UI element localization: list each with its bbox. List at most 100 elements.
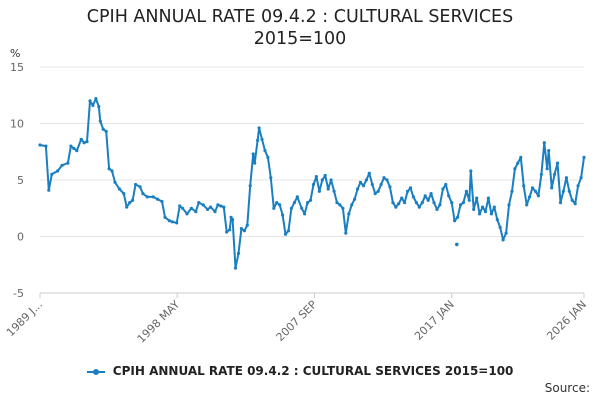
data-point-0-162 [542, 141, 546, 145]
data-point-0-98 [356, 187, 360, 191]
legend[interactable]: CPIH ANNUAL RATE 09.4.2 : CULTURAL SERVI… [0, 364, 600, 378]
data-point-0-37 [170, 220, 174, 224]
data-point-0-27 [131, 198, 135, 202]
data-point-0-169 [561, 189, 566, 193]
data-point-0-53 [228, 228, 232, 232]
data-point-0-7 [69, 144, 73, 148]
data-point-0-44 [197, 201, 201, 205]
data-point-0-160 [536, 194, 541, 198]
chart-title-line-2: 2015=100 [253, 29, 347, 49]
data-point-0-166 [553, 172, 557, 176]
data-point-0-86 [320, 178, 324, 182]
data-point-0-127 [441, 187, 445, 191]
data-point-0-104 [373, 192, 377, 196]
data-point-0-99 [358, 180, 363, 184]
data-point-0-154 [519, 155, 523, 159]
data-point-0-89 [329, 178, 333, 182]
data-point-0-95 [347, 212, 351, 216]
data-point-0-47 [209, 205, 213, 209]
data-point-0-139 [475, 196, 479, 200]
data-point-0-23 [117, 187, 121, 191]
data-point-0-60 [245, 223, 249, 227]
data-point-0-5 [60, 163, 64, 167]
data-point-0-17 [98, 119, 102, 123]
data-point-0-119 [417, 205, 421, 209]
data-point-0-11 [82, 141, 86, 145]
data-point-0-15 [94, 97, 98, 101]
data-point-0-22 [113, 180, 117, 184]
data-point-0-138 [472, 207, 476, 211]
x-tick-label-4: 2026 JAN [544, 298, 589, 343]
data-point-0-39 [178, 204, 182, 208]
data-point-0-121 [423, 194, 427, 198]
data-point-0-35 [163, 215, 167, 219]
data-point-0-46 [206, 207, 210, 211]
data-point-0-152 [513, 167, 517, 171]
data-point-0-158 [530, 186, 535, 190]
data-point-0-143 [486, 196, 490, 200]
data-point-0-82 [308, 198, 313, 202]
data-point-0-57 [236, 251, 241, 255]
data-point-0-68 [266, 155, 270, 159]
data-point-0-125 [435, 207, 439, 211]
data-point-0-120 [420, 201, 424, 205]
data-point-0-74 [283, 232, 288, 236]
legend-series-label: CPIH ANNUAL RATE 09.4.2 : CULTURAL SERVI… [112, 364, 514, 378]
data-point-0-52 [225, 230, 229, 234]
data-point-0-163 [545, 167, 549, 171]
data-point-0-33 [156, 197, 160, 201]
data-point-0-69 [269, 176, 273, 180]
data-point-0-124 [432, 201, 436, 205]
data-point-0-117 [411, 195, 415, 199]
chart-title: CPIH ANNUAL RATE 09.4.2 : CULTURAL SERVI… [0, 6, 600, 50]
data-point-0-106 [379, 182, 383, 187]
data-point-0-58 [239, 227, 243, 231]
data-point-0-19 [104, 129, 108, 133]
data-point-0-34 [160, 199, 164, 204]
data-point-0-55 [231, 218, 235, 222]
x-tick-label-3: 2017 JAN [412, 298, 457, 343]
data-point-0-176 [582, 155, 586, 159]
chart-title-line-1: CPIH ANNUAL RATE 09.4.2 : CULTURAL SERVI… [86, 7, 514, 27]
data-point-0-94 [344, 231, 348, 235]
data-point-0-109 [388, 185, 392, 189]
data-point-0-118 [414, 201, 418, 205]
data-point-0-165 [550, 186, 554, 190]
data-point-0-4 [56, 169, 60, 173]
data-point-0-114 [403, 201, 407, 205]
data-point-0-141 [481, 205, 485, 209]
data-point-0-51 [222, 205, 226, 209]
data-point-0-100 [361, 184, 366, 188]
data-point-0-126 [438, 203, 442, 207]
source-label[interactable]: Source: [544, 381, 590, 395]
data-point-0-30 [141, 192, 145, 196]
data-point-0-13 [88, 99, 92, 103]
data-point-0-21 [110, 169, 114, 173]
data-point-0-175 [579, 176, 583, 180]
data-point-0-116 [408, 186, 413, 190]
data-point-0-157 [528, 195, 532, 199]
data-point-0-122 [426, 198, 430, 202]
data-point-0-50 [219, 204, 223, 208]
data-point-0-171 [567, 189, 571, 193]
data-point-0-20 [107, 167, 111, 171]
data-point-0-170 [564, 176, 569, 180]
data-point-0-76 [289, 206, 293, 210]
data-point-0-168 [558, 201, 563, 205]
data-point-0-87 [323, 173, 327, 178]
data-point-0-64 [256, 138, 260, 142]
data-point-0-71 [275, 201, 279, 205]
data-point-0-56 [233, 266, 238, 270]
data-point-0-172 [570, 198, 574, 202]
data-point-0-65 [257, 126, 261, 130]
data-point-0-78 [295, 195, 299, 199]
data-point-0-3 [50, 172, 54, 176]
data-point-0-66 [260, 137, 264, 141]
data-point-0-63 [253, 161, 257, 165]
data-point-0-132 [456, 215, 460, 219]
y-tick-label-0: 15 [10, 61, 24, 74]
data-point-0-8 [72, 146, 76, 150]
data-point-0-136 [467, 198, 471, 202]
data-point-0-113 [400, 196, 404, 200]
data-point-0-59 [242, 229, 246, 233]
